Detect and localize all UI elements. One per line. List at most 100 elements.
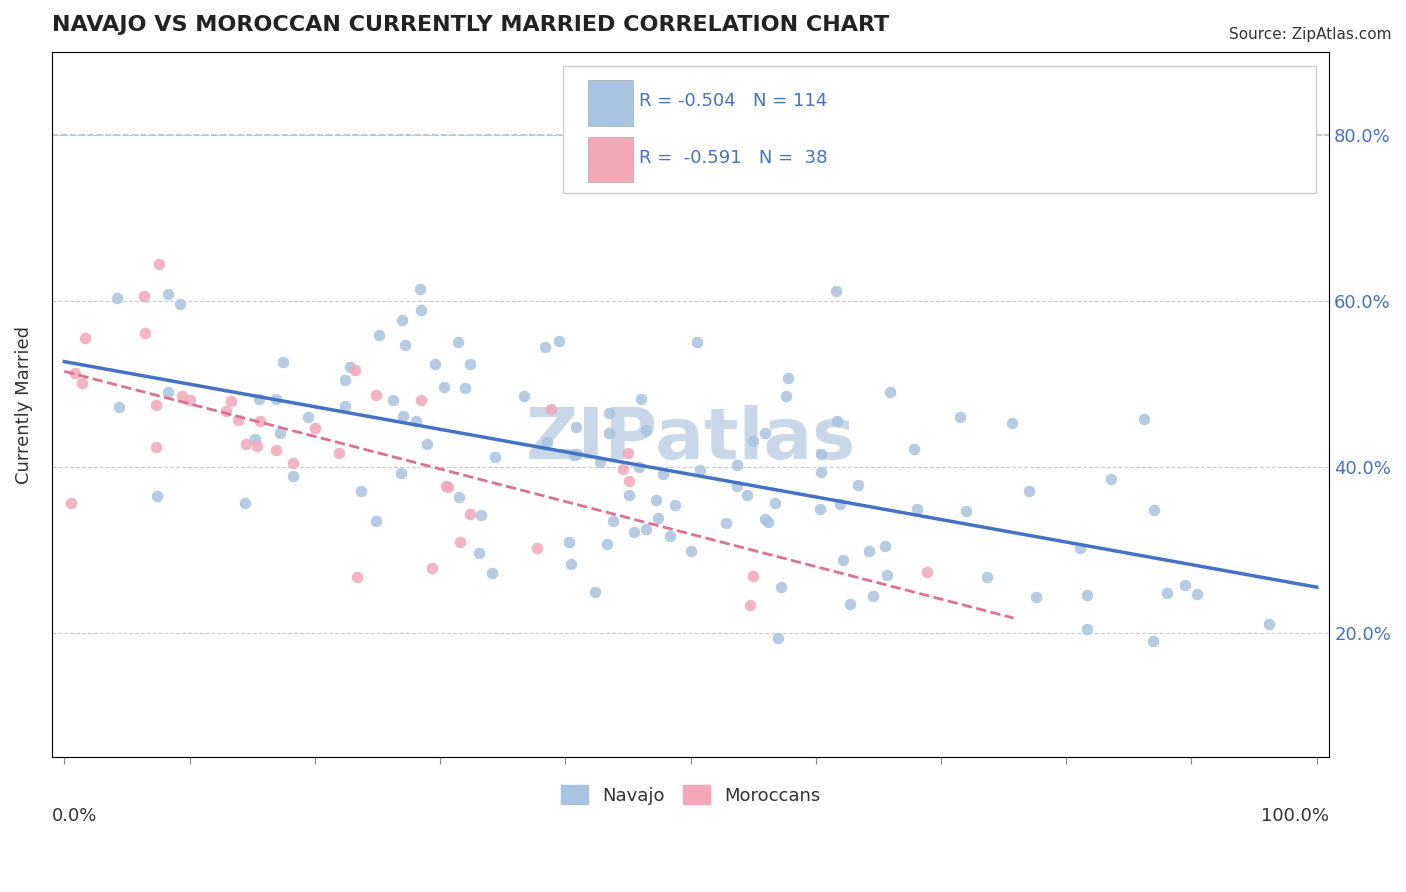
Point <box>903 442 925 457</box>
Point <box>281 456 304 470</box>
Point <box>825 414 848 428</box>
Point <box>1076 588 1098 602</box>
Point <box>405 414 427 428</box>
Point <box>664 498 686 512</box>
Point <box>416 437 439 451</box>
Point <box>1099 472 1122 486</box>
Point <box>346 570 368 584</box>
Point <box>333 399 356 413</box>
Text: Source: ZipAtlas.com: Source: ZipAtlas.com <box>1229 27 1392 42</box>
Point <box>389 466 412 480</box>
Point <box>652 467 675 481</box>
Point <box>271 355 294 369</box>
Point <box>810 447 832 461</box>
Text: NAVAJO VS MOROCCAN CURRENTLY MARRIED CORRELATION CHART: NAVAJO VS MOROCCAN CURRENTLY MARRIED COR… <box>52 15 889 35</box>
Point <box>540 402 562 417</box>
Point <box>534 340 557 354</box>
Text: R =  -0.591   N =  38: R = -0.591 N = 38 <box>640 149 828 167</box>
Point <box>976 570 998 584</box>
Point <box>1018 484 1040 499</box>
Point <box>391 409 413 423</box>
Point <box>179 392 201 407</box>
FancyBboxPatch shape <box>588 136 633 182</box>
Point <box>689 463 711 477</box>
Point <box>219 394 242 409</box>
Point <box>63 366 86 380</box>
Point <box>763 496 786 510</box>
Point <box>458 507 481 521</box>
Point <box>235 496 257 510</box>
Point <box>339 360 361 375</box>
Point <box>411 302 433 317</box>
Point <box>825 284 848 298</box>
Point <box>583 585 606 599</box>
Point <box>484 450 506 464</box>
FancyBboxPatch shape <box>562 66 1316 193</box>
Point <box>862 589 884 603</box>
Point <box>754 511 776 525</box>
Point <box>368 327 391 342</box>
Point <box>245 432 267 446</box>
Point <box>658 529 681 543</box>
Point <box>269 425 291 440</box>
Point <box>858 544 880 558</box>
Point <box>226 413 249 427</box>
Point <box>381 392 404 407</box>
Point <box>810 465 832 479</box>
Point <box>562 449 585 463</box>
Point <box>447 334 470 349</box>
Point <box>235 437 257 451</box>
Point <box>437 480 460 494</box>
Point <box>557 535 579 549</box>
Point <box>955 504 977 518</box>
Point <box>846 478 869 492</box>
Point <box>328 446 350 460</box>
Point <box>725 479 748 493</box>
Point <box>468 546 491 560</box>
Point <box>169 297 191 311</box>
Point <box>598 406 620 420</box>
Point <box>449 535 471 549</box>
Point <box>616 446 638 460</box>
Point <box>630 392 652 407</box>
Point <box>391 313 413 327</box>
Point <box>714 516 737 531</box>
Point <box>157 385 180 400</box>
Point <box>770 580 793 594</box>
Point <box>454 381 477 395</box>
Point <box>264 443 287 458</box>
Point <box>73 331 96 345</box>
Point <box>526 541 548 555</box>
Point <box>602 514 624 528</box>
Point <box>741 569 763 583</box>
Point <box>60 496 83 510</box>
Point <box>681 543 703 558</box>
Text: 0.0%: 0.0% <box>52 806 97 825</box>
Point <box>775 389 797 403</box>
Point <box>617 474 640 488</box>
Point <box>1025 590 1047 604</box>
Point <box>304 421 326 435</box>
Point <box>434 478 457 492</box>
Point <box>481 566 503 581</box>
Point <box>433 380 456 394</box>
Point <box>512 389 534 403</box>
Point <box>647 511 669 525</box>
Point <box>876 568 898 582</box>
Point <box>156 287 179 301</box>
Point <box>832 553 855 567</box>
Point <box>425 357 447 371</box>
FancyBboxPatch shape <box>588 80 633 126</box>
Point <box>636 423 658 437</box>
Point <box>536 435 558 450</box>
Point <box>725 458 748 472</box>
Point <box>249 414 271 428</box>
Point <box>741 434 763 448</box>
Text: ZIPatlas: ZIPatlas <box>526 405 856 475</box>
Point <box>1001 416 1024 430</box>
Point <box>1142 633 1164 648</box>
Point <box>917 565 939 579</box>
Point <box>778 371 800 385</box>
Point <box>344 362 367 376</box>
Point <box>879 384 901 399</box>
